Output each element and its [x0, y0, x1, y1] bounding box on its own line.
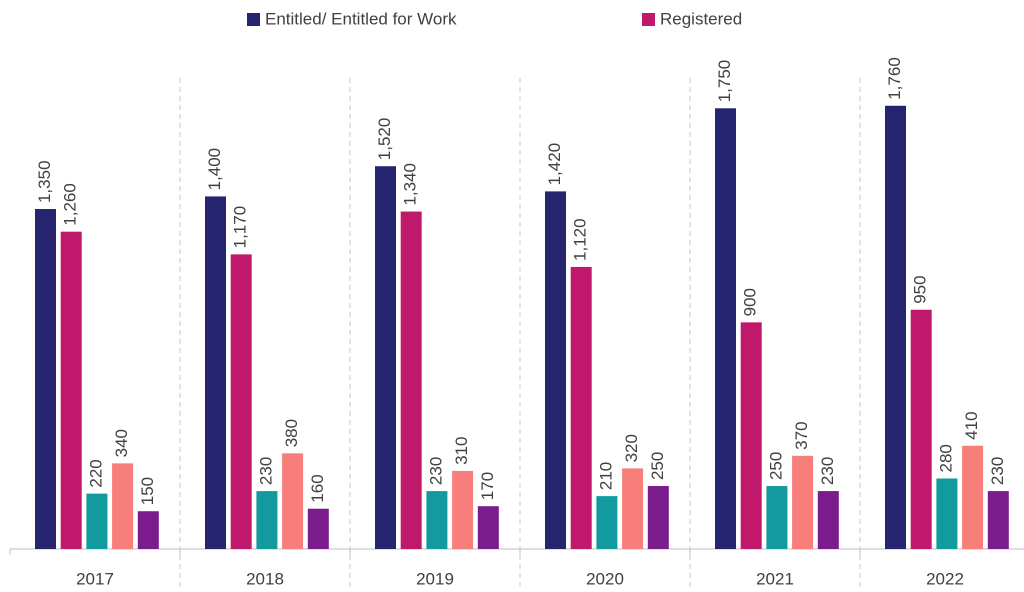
- bar: [885, 105, 906, 550]
- data-label: 250: [648, 452, 667, 480]
- bar: [86, 493, 108, 549]
- bar: [426, 491, 448, 549]
- x-tick-label: 2019: [416, 569, 454, 588]
- data-label: 310: [452, 437, 471, 465]
- data-label: 170: [478, 472, 497, 500]
- bar: [452, 470, 474, 549]
- data-label: 230: [426, 457, 445, 485]
- data-label: 1,260: [61, 183, 80, 226]
- data-label: 1,350: [35, 160, 54, 203]
- bar: [282, 453, 304, 549]
- bar: [962, 445, 984, 549]
- bar: [35, 209, 56, 549]
- legend-label: Entitled/ Entitled for Work: [265, 9, 457, 28]
- data-label: 340: [112, 429, 131, 457]
- data-label: 1,120: [571, 218, 590, 261]
- bar: [137, 511, 159, 549]
- data-label: 900: [741, 288, 760, 316]
- bar: [307, 508, 329, 549]
- x-tick-label: 2021: [756, 569, 794, 588]
- bar: [230, 254, 252, 549]
- data-label: 1,170: [231, 206, 250, 249]
- bar: [205, 196, 226, 549]
- data-label: 1,400: [205, 148, 224, 191]
- bar: [766, 486, 788, 549]
- bar: [715, 108, 736, 549]
- data-label: 320: [622, 434, 641, 462]
- legend-label: Registered: [660, 9, 742, 28]
- bar: [792, 455, 814, 549]
- bar: [622, 468, 644, 549]
- data-label: 210: [596, 462, 615, 490]
- data-label: 380: [282, 419, 301, 447]
- x-tick-label: 2020: [586, 569, 624, 588]
- data-label: 230: [988, 457, 1007, 485]
- x-tick-label: 2022: [926, 569, 964, 588]
- data-label: 220: [86, 459, 105, 487]
- data-label: 1,340: [401, 163, 420, 206]
- bar: [477, 506, 499, 549]
- bar: [112, 463, 134, 549]
- data-label: 230: [818, 457, 837, 485]
- bar: [60, 231, 82, 549]
- data-label: 410: [962, 411, 981, 439]
- bar: [375, 166, 396, 550]
- bar: [400, 211, 422, 549]
- bar: [740, 322, 762, 549]
- bar: [910, 309, 932, 549]
- bar: [987, 491, 1009, 549]
- bar: [596, 496, 618, 549]
- data-label: 230: [256, 457, 275, 485]
- data-label: 250: [766, 452, 785, 480]
- bar: [545, 191, 566, 549]
- data-label: 370: [792, 421, 811, 449]
- data-label: 1,760: [885, 57, 904, 100]
- data-label: 1,750: [715, 60, 734, 103]
- bar: [256, 491, 278, 549]
- legend-swatch: [642, 13, 655, 26]
- x-tick-label: 2018: [246, 569, 284, 588]
- bar: [817, 491, 839, 549]
- legend-swatch: [247, 13, 260, 26]
- data-label: 1,520: [375, 118, 394, 161]
- data-label: 150: [138, 477, 157, 505]
- data-label: 1,420: [545, 143, 564, 186]
- data-label: 280: [936, 444, 955, 472]
- bar: [570, 266, 592, 549]
- data-label: 950: [911, 275, 930, 303]
- bar: [647, 486, 669, 549]
- data-label: 160: [308, 474, 327, 502]
- x-tick-label: 2017: [76, 569, 114, 588]
- bar: [936, 478, 958, 549]
